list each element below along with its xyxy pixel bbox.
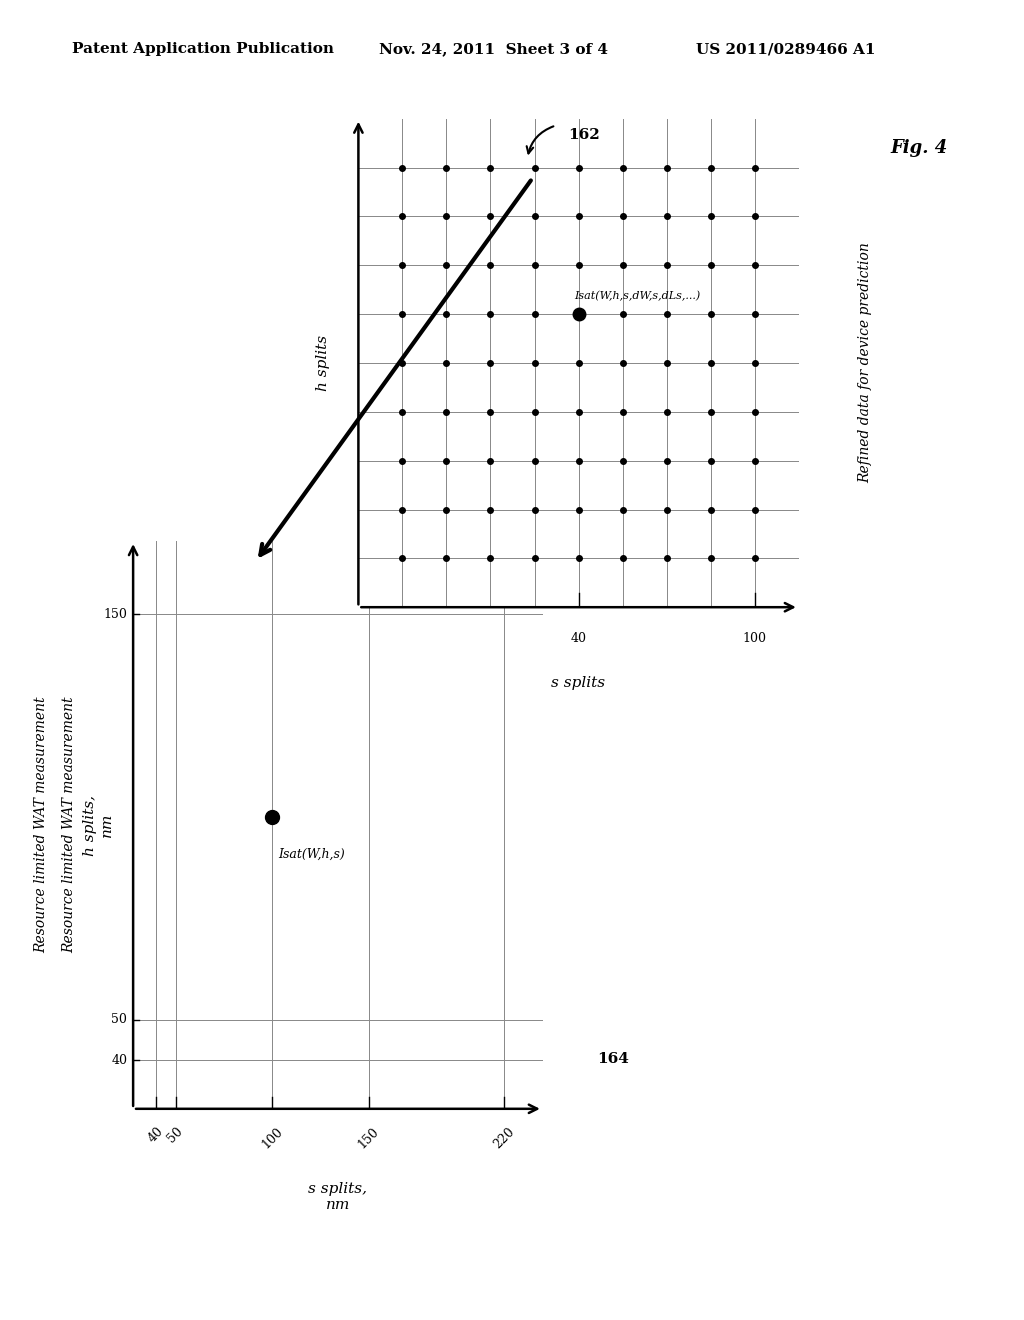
Text: 50: 50: [166, 1125, 185, 1146]
Text: 40: 40: [112, 1053, 127, 1067]
Text: 40: 40: [570, 631, 587, 644]
Text: 150: 150: [355, 1125, 382, 1151]
Text: 100: 100: [742, 631, 767, 644]
Text: Fig. 4: Fig. 4: [891, 139, 948, 157]
Text: s splits: s splits: [552, 676, 605, 689]
Text: Isat(W,h,s,dW,s,dLs,...): Isat(W,h,s,dW,s,dLs,...): [574, 292, 700, 301]
Text: s splits,
nm: s splits, nm: [308, 1181, 368, 1212]
Text: 150: 150: [103, 607, 127, 620]
Text: 162: 162: [568, 128, 600, 141]
Text: 164: 164: [597, 1052, 629, 1065]
Text: 50: 50: [112, 1014, 127, 1026]
Text: Refined data for device prediction: Refined data for device prediction: [858, 243, 872, 483]
Text: 100: 100: [259, 1125, 286, 1151]
Text: US 2011/0289466 A1: US 2011/0289466 A1: [696, 42, 876, 57]
Text: 220: 220: [492, 1125, 517, 1151]
Text: Patent Application Publication: Patent Application Publication: [72, 42, 334, 57]
Text: Resource limited WAT measurement: Resource limited WAT measurement: [34, 697, 48, 953]
Text: 40: 40: [146, 1125, 167, 1146]
Text: h splits,
nm: h splits, nm: [83, 795, 114, 855]
Text: Nov. 24, 2011  Sheet 3 of 4: Nov. 24, 2011 Sheet 3 of 4: [379, 42, 608, 57]
Text: Resource limited WAT measurement: Resource limited WAT measurement: [62, 697, 77, 953]
Text: h splits: h splits: [316, 335, 330, 391]
Text: Isat(W,h,s): Isat(W,h,s): [279, 847, 345, 861]
